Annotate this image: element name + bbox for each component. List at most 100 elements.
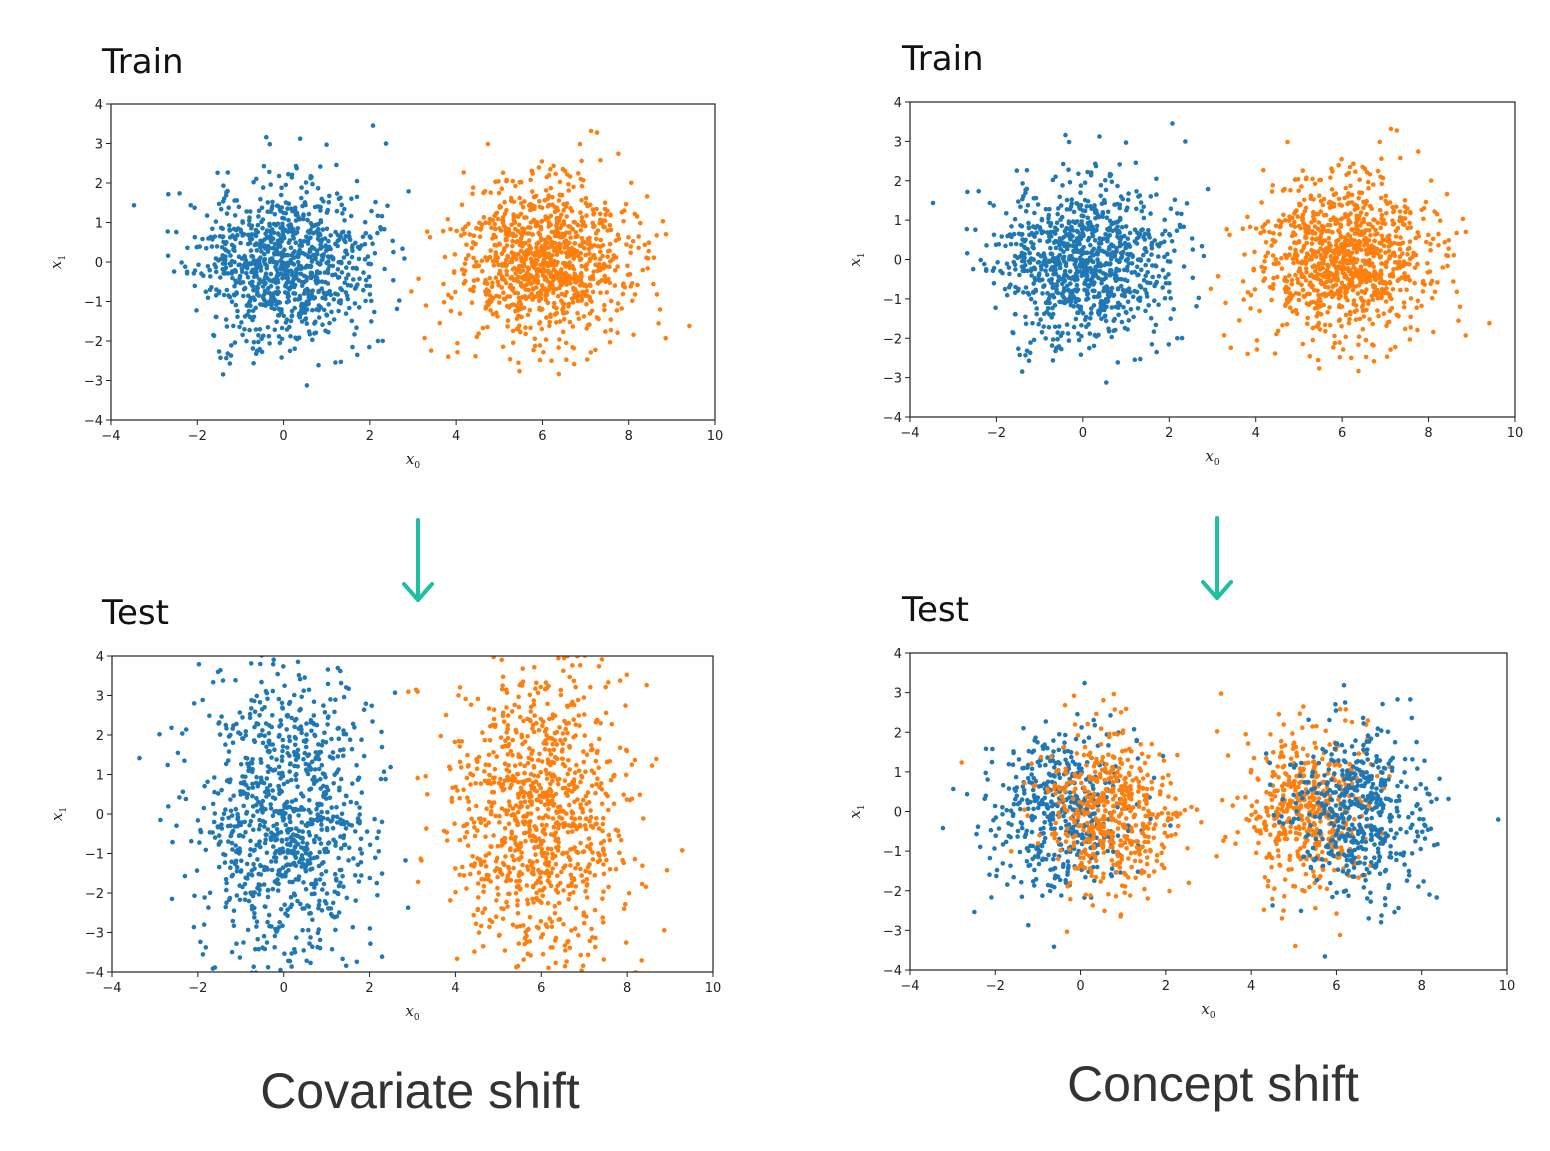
data-point <box>256 892 262 897</box>
data-point <box>1098 236 1103 242</box>
data-point <box>279 700 285 706</box>
data-point <box>264 850 270 856</box>
series-0 <box>137 649 411 990</box>
data-point <box>510 238 515 244</box>
data-point <box>252 709 258 714</box>
data-point <box>448 227 453 232</box>
data-point <box>1296 291 1302 297</box>
data-point <box>233 236 238 242</box>
data-point <box>317 898 322 904</box>
x-tick-label: 4 <box>452 429 460 444</box>
data-point <box>247 327 252 333</box>
data-point <box>1361 199 1366 205</box>
data-point <box>376 829 382 834</box>
data-point <box>1352 207 1358 212</box>
data-point <box>267 223 273 228</box>
data-point <box>663 232 669 237</box>
data-point <box>316 362 321 368</box>
data-point <box>458 233 464 238</box>
data-point <box>539 283 545 288</box>
data-point <box>333 840 338 845</box>
data-point <box>615 264 620 269</box>
data-point <box>1356 238 1362 244</box>
data-point <box>1408 314 1413 320</box>
data-point <box>608 327 614 333</box>
data-point <box>299 649 304 654</box>
data-point <box>1020 268 1025 274</box>
data-point <box>1317 193 1322 198</box>
data-point <box>315 983 320 988</box>
data-point <box>353 240 358 246</box>
data-point <box>350 781 355 786</box>
data-point <box>1310 337 1316 343</box>
data-point <box>285 291 291 296</box>
data-point <box>1259 200 1264 205</box>
data-point <box>229 949 235 955</box>
data-point <box>1066 167 1071 172</box>
data-point <box>303 767 309 772</box>
data-point <box>536 240 541 245</box>
data-point <box>278 225 283 230</box>
data-point <box>1019 264 1025 270</box>
data-point <box>1373 292 1379 298</box>
data-point <box>314 806 319 812</box>
data-point <box>1431 329 1436 335</box>
data-point <box>561 301 567 307</box>
data-point <box>1329 187 1335 192</box>
data-point <box>1241 297 1246 302</box>
data-point <box>1064 197 1070 203</box>
data-point <box>1353 269 1359 275</box>
data-point <box>213 314 219 320</box>
data-point <box>1271 231 1276 236</box>
data-point <box>1047 300 1052 306</box>
data-point <box>600 218 605 223</box>
data-point <box>246 785 251 791</box>
data-point <box>1354 203 1360 208</box>
data-point <box>364 829 370 834</box>
data-point <box>550 194 555 200</box>
data-point <box>1346 221 1351 227</box>
data-point <box>554 205 560 211</box>
data-point <box>597 256 603 262</box>
data-point <box>305 241 311 246</box>
data-point <box>581 314 587 319</box>
data-point <box>558 225 563 231</box>
data-point <box>299 319 305 324</box>
data-point <box>511 302 516 307</box>
data-point <box>1082 281 1087 287</box>
data-point <box>299 853 305 858</box>
data-point <box>1022 245 1028 251</box>
data-point <box>298 239 304 244</box>
y-tick-label: 1 <box>894 214 902 229</box>
data-point <box>1322 322 1328 328</box>
data-point <box>1348 311 1353 317</box>
data-point <box>1049 281 1055 286</box>
data-point <box>245 241 251 247</box>
data-point <box>1054 227 1060 232</box>
data-point <box>1093 161 1098 167</box>
data-point <box>1388 242 1394 247</box>
data-point <box>233 269 239 274</box>
data-point <box>378 227 384 232</box>
data-point <box>556 198 562 203</box>
data-point <box>1336 295 1342 301</box>
data-point <box>1371 182 1376 187</box>
data-point <box>461 281 467 286</box>
x-tick-label: −4 <box>101 429 120 444</box>
data-point <box>344 276 349 281</box>
x-tick-label: 8 <box>625 429 633 444</box>
data-point <box>1385 290 1390 296</box>
y-tick-label: 4 <box>894 96 902 111</box>
data-point <box>1003 243 1008 249</box>
data-point <box>1107 233 1113 238</box>
data-point <box>263 721 269 726</box>
data-point <box>260 740 266 746</box>
data-point <box>353 829 358 834</box>
y-tick-label: −4 <box>84 414 103 429</box>
data-point <box>270 985 275 990</box>
data-point <box>347 235 352 240</box>
data-point <box>269 859 274 864</box>
data-point <box>1357 190 1362 195</box>
data-point <box>311 837 317 843</box>
data-point <box>1084 204 1090 209</box>
